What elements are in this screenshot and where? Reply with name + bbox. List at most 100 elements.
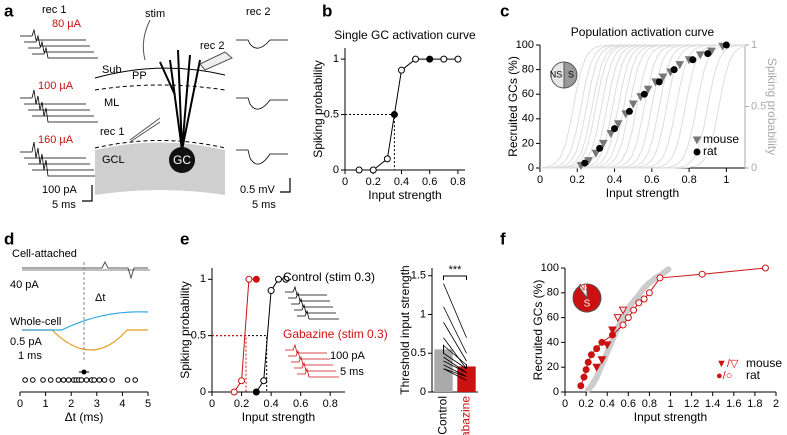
- electrode: [129, 117, 161, 143]
- traces: [20, 28, 291, 202]
- x-tick-label: 1.4: [705, 398, 720, 410]
- point: [619, 321, 627, 329]
- panel-d: Cell-attached 40 pA Δt Whole-cell 0.5 pA…: [10, 248, 150, 362]
- significance: ***: [449, 264, 463, 276]
- guide-line: [212, 335, 247, 392]
- point: [440, 55, 448, 63]
- point: [260, 377, 268, 385]
- y-tick-label: 60: [522, 88, 534, 100]
- trace: [294, 303, 336, 314]
- point: [693, 148, 701, 156]
- pie-label: NS: [579, 282, 592, 292]
- legend-symbol: ▼/▽: [716, 358, 739, 370]
- series-line: [233, 278, 257, 393]
- y-tick-label: 80: [547, 287, 559, 299]
- point: [581, 159, 589, 167]
- scale-label: 0.5 mV: [240, 184, 276, 196]
- point: [625, 107, 633, 115]
- y-tick-label: 60: [547, 312, 559, 324]
- y-tick-label: 100: [516, 39, 534, 51]
- single-cell-curve: [540, 45, 746, 169]
- x-tick-label: 2: [773, 398, 779, 410]
- point: [252, 388, 260, 396]
- x-tick-label: 0.2: [578, 398, 593, 410]
- scale-label: 0.5 pA: [10, 336, 42, 348]
- significance-bracket: [443, 275, 467, 280]
- pie-label: NS: [550, 69, 563, 79]
- bar: [457, 366, 476, 392]
- point: [692, 136, 702, 145]
- point: [592, 363, 601, 372]
- pie-slice: [572, 283, 602, 313]
- x-axis-label: Input strength: [368, 188, 441, 202]
- trace: [291, 355, 333, 366]
- point: [613, 120, 623, 129]
- point: [40, 377, 46, 383]
- x-tick-label: 1: [43, 398, 49, 410]
- trace: [297, 309, 339, 320]
- mean-point: [81, 369, 87, 375]
- pie-label: S: [568, 69, 574, 79]
- scale-label: 1 ms: [18, 350, 42, 362]
- legend-label: rat: [746, 368, 761, 382]
- x-tick-label: Gabazine: [459, 396, 473, 435]
- reference-curve: [585, 266, 672, 393]
- layer-border: [94, 67, 226, 79]
- point: [78, 377, 85, 383]
- point: [593, 345, 601, 353]
- legend-label: mouse: [703, 132, 739, 146]
- y-tick-label: 0: [553, 386, 559, 398]
- label: GC: [173, 153, 191, 167]
- trace: [288, 349, 330, 360]
- scale-label: 100 pA: [330, 350, 366, 362]
- point: [109, 377, 115, 383]
- point: [599, 139, 608, 148]
- x-tick-label: 0.8: [681, 174, 696, 186]
- legend-label: Control (stim 0.3): [283, 270, 375, 284]
- x-tick-label: 0: [209, 398, 215, 410]
- point: [397, 66, 405, 74]
- trace: [291, 297, 333, 308]
- label: rec 1: [100, 126, 124, 138]
- point: [689, 56, 697, 64]
- point: [252, 275, 260, 283]
- x-tick-label: 1.6: [726, 398, 741, 410]
- pair-line: [443, 364, 467, 377]
- x-tick-label: 0.4: [607, 174, 622, 186]
- point: [704, 50, 712, 58]
- point: [22, 377, 28, 383]
- pair-line: [443, 322, 467, 362]
- y2-tick-label: 1: [751, 39, 757, 51]
- layer-label: GCL: [102, 154, 125, 166]
- guide-line: [212, 335, 268, 392]
- x-tick-label: 0: [537, 174, 543, 186]
- point: [761, 264, 769, 272]
- y-tick-label: 1.5: [411, 270, 426, 282]
- point: [124, 377, 131, 383]
- point: [355, 166, 363, 174]
- point: [101, 377, 108, 383]
- x-tick-label: 0.6: [621, 398, 636, 410]
- layer-label: ML: [104, 97, 119, 109]
- point: [383, 155, 391, 163]
- x-tick-label: 3: [94, 398, 100, 410]
- y-tick-label: 1: [200, 273, 206, 285]
- y-axis-label: Recruited GCs (%): [531, 280, 545, 381]
- point: [582, 366, 590, 374]
- y2-tick-label: 0.5: [751, 100, 766, 112]
- y-tick-label: 80: [522, 64, 534, 76]
- chart-title: Single GC activation curve: [334, 28, 476, 42]
- pie-slice: [563, 61, 578, 89]
- point: [606, 130, 616, 139]
- panel-letter: a: [4, 1, 14, 20]
- layer-border: [94, 84, 226, 149]
- point: [608, 326, 617, 335]
- point: [282, 275, 290, 283]
- pair-line: [443, 283, 467, 338]
- point: [412, 55, 420, 63]
- point: [580, 373, 588, 381]
- x-tick-label: 0.2: [366, 176, 381, 188]
- x-axis-label: Input strength: [242, 410, 315, 424]
- x-tick-label: 0.6: [293, 398, 308, 410]
- pair-line: [443, 337, 467, 369]
